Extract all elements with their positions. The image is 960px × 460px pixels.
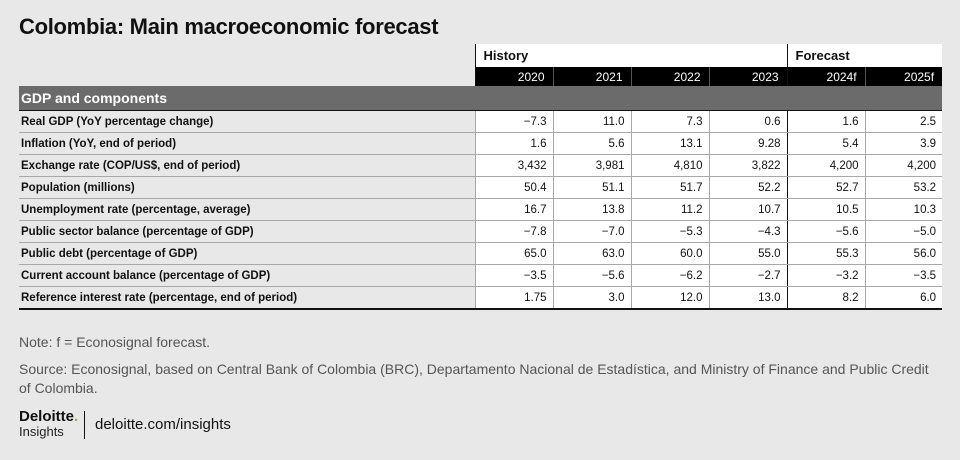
table-cell: 4,200	[786, 154, 866, 177]
year-header: 2024f	[786, 67, 866, 86]
section-row: GDP and components	[19, 86, 943, 111]
row-label: Reference interest rate (percentage, end…	[19, 286, 475, 310]
table-cell: 60.0	[630, 242, 709, 265]
row-label: Population (millions)	[19, 176, 475, 199]
table-cell: 8.2	[786, 286, 866, 310]
table-cell: −4.3	[708, 220, 788, 243]
table-cell: 3.9	[864, 132, 943, 155]
group-forecast: Forecast	[786, 44, 943, 67]
row-label: Public debt (percentage of GDP)	[19, 242, 475, 265]
table-cell: 53.2	[864, 176, 943, 199]
table-row: Population (millions) 50.4 51.1 51.7 52.2 52.…	[19, 176, 943, 199]
table-cell: 10.3	[864, 198, 943, 221]
table-cell: 9.28	[708, 132, 788, 155]
row-label: Public sector balance (percentage of GDP…	[19, 220, 475, 243]
table-cell: 50.4	[474, 176, 553, 199]
table-cell: 63.0	[552, 242, 631, 265]
table-row: Real GDP (YoY percentage change) −7.3 11.0…	[19, 110, 943, 133]
group-header-row: History Forecast	[19, 44, 943, 67]
table-cell: 13.8	[552, 198, 631, 221]
table-cell: −3.5	[474, 264, 553, 287]
logo-wordmark: Deloitte	[19, 408, 75, 425]
row-label: Real GDP (YoY percentage change)	[19, 110, 475, 133]
group-history: History	[474, 44, 788, 67]
table-cell: 52.7	[786, 176, 866, 199]
source-note: Source: Econosignal, based on Central Ba…	[19, 361, 929, 396]
table-row: Public debt (percentage of GDP) 65.0 63.0 6…	[19, 242, 943, 265]
table-cell: −5.3	[630, 220, 709, 243]
table-cell: −5.0	[864, 220, 943, 243]
table-cell: 4,200	[864, 154, 943, 177]
table-cell: 11.2	[630, 198, 709, 221]
logo-subtitle: Insights	[19, 424, 64, 439]
table-cell: −3.2	[786, 264, 866, 287]
table-cell: 3,432	[474, 154, 553, 177]
logo-divider	[84, 411, 85, 439]
table-row: Public sector balance (percentage of GDP…	[19, 220, 943, 243]
table-cell: 51.7	[630, 176, 709, 199]
table-cell: 10.5	[786, 198, 866, 221]
table-cell: 7.3	[630, 110, 709, 133]
row-label: Exchange rate (COP/US$, end of period)	[19, 154, 475, 177]
table-cell: 3.0	[552, 286, 631, 310]
table-cell: 11.0	[552, 110, 631, 133]
table-cell: 0.6	[708, 110, 788, 133]
table-cell: −7.0	[552, 220, 631, 243]
table-cell: −7.8	[474, 220, 553, 243]
table-row: Inflation (YoY, end of period) 1.6 5.6 13.1…	[19, 132, 943, 155]
row-label: Unemployment rate (percentage, average)	[19, 198, 475, 221]
table-cell: 65.0	[474, 242, 553, 265]
table-cell: 55.3	[786, 242, 866, 265]
table-cell: 2.5	[864, 110, 943, 133]
table-cell: 5.6	[552, 132, 631, 155]
year-header-row: 2020 2021 2022 2023 2024f 2025f	[19, 67, 943, 86]
table-cell: 1.6	[786, 110, 866, 133]
table-cell: −5.6	[786, 220, 866, 243]
table-row: Reference interest rate (percentage, end…	[19, 286, 943, 310]
table-cell: 16.7	[474, 198, 553, 221]
page-title: Colombia: Main macroeconomic forecast	[19, 14, 439, 39]
table-row: Exchange rate (COP/US$, end of period) 3,…	[19, 154, 943, 177]
site-url: deloitte.com/insights	[95, 416, 231, 433]
year-header: 2020	[474, 67, 553, 86]
table-cell: 4,810	[630, 154, 709, 177]
table-row: Unemployment rate (percentage, average) 1…	[19, 198, 943, 221]
table-cell: −3.5	[864, 264, 943, 287]
table-cell: 3,822	[708, 154, 788, 177]
table-cell: 5.4	[786, 132, 866, 155]
table-cell: 52.2	[708, 176, 788, 199]
table-cell: 1.75	[474, 286, 553, 310]
table-cell: −2.7	[708, 264, 788, 287]
footnote: Note: f = Econosignal forecast.	[19, 334, 211, 350]
forecast-table: History Forecast 2020 2021 2022 2023 202…	[19, 44, 943, 310]
year-header: 2022	[630, 67, 709, 86]
table-cell: 1.6	[474, 132, 553, 155]
row-label: Inflation (YoY, end of period)	[19, 132, 475, 155]
section-title: GDP and components	[19, 86, 943, 111]
table-cell: 13.0	[708, 286, 788, 310]
table-cell: −7.3	[474, 110, 553, 133]
table-cell: 10.7	[708, 198, 788, 221]
table-row: Current account balance (percentage of G…	[19, 264, 943, 287]
year-header: 2025f	[864, 67, 943, 86]
year-header: 2021	[552, 67, 631, 86]
row-label: Current account balance (percentage of G…	[19, 264, 475, 287]
deloitte-insights-logo: Deloitte. Insights	[19, 409, 78, 439]
table-cell: 6.0	[864, 286, 943, 310]
table-cell: 3,981	[552, 154, 631, 177]
table-cell: 13.1	[630, 132, 709, 155]
year-header: 2023	[708, 67, 788, 86]
table-cell: −6.2	[630, 264, 709, 287]
table-cell: −5.6	[552, 264, 631, 287]
table-cell: 56.0	[864, 242, 943, 265]
table-cell: 51.1	[552, 176, 631, 199]
logo-dot: .	[74, 408, 79, 425]
table-cell: 55.0	[708, 242, 788, 265]
table-cell: 12.0	[630, 286, 709, 310]
